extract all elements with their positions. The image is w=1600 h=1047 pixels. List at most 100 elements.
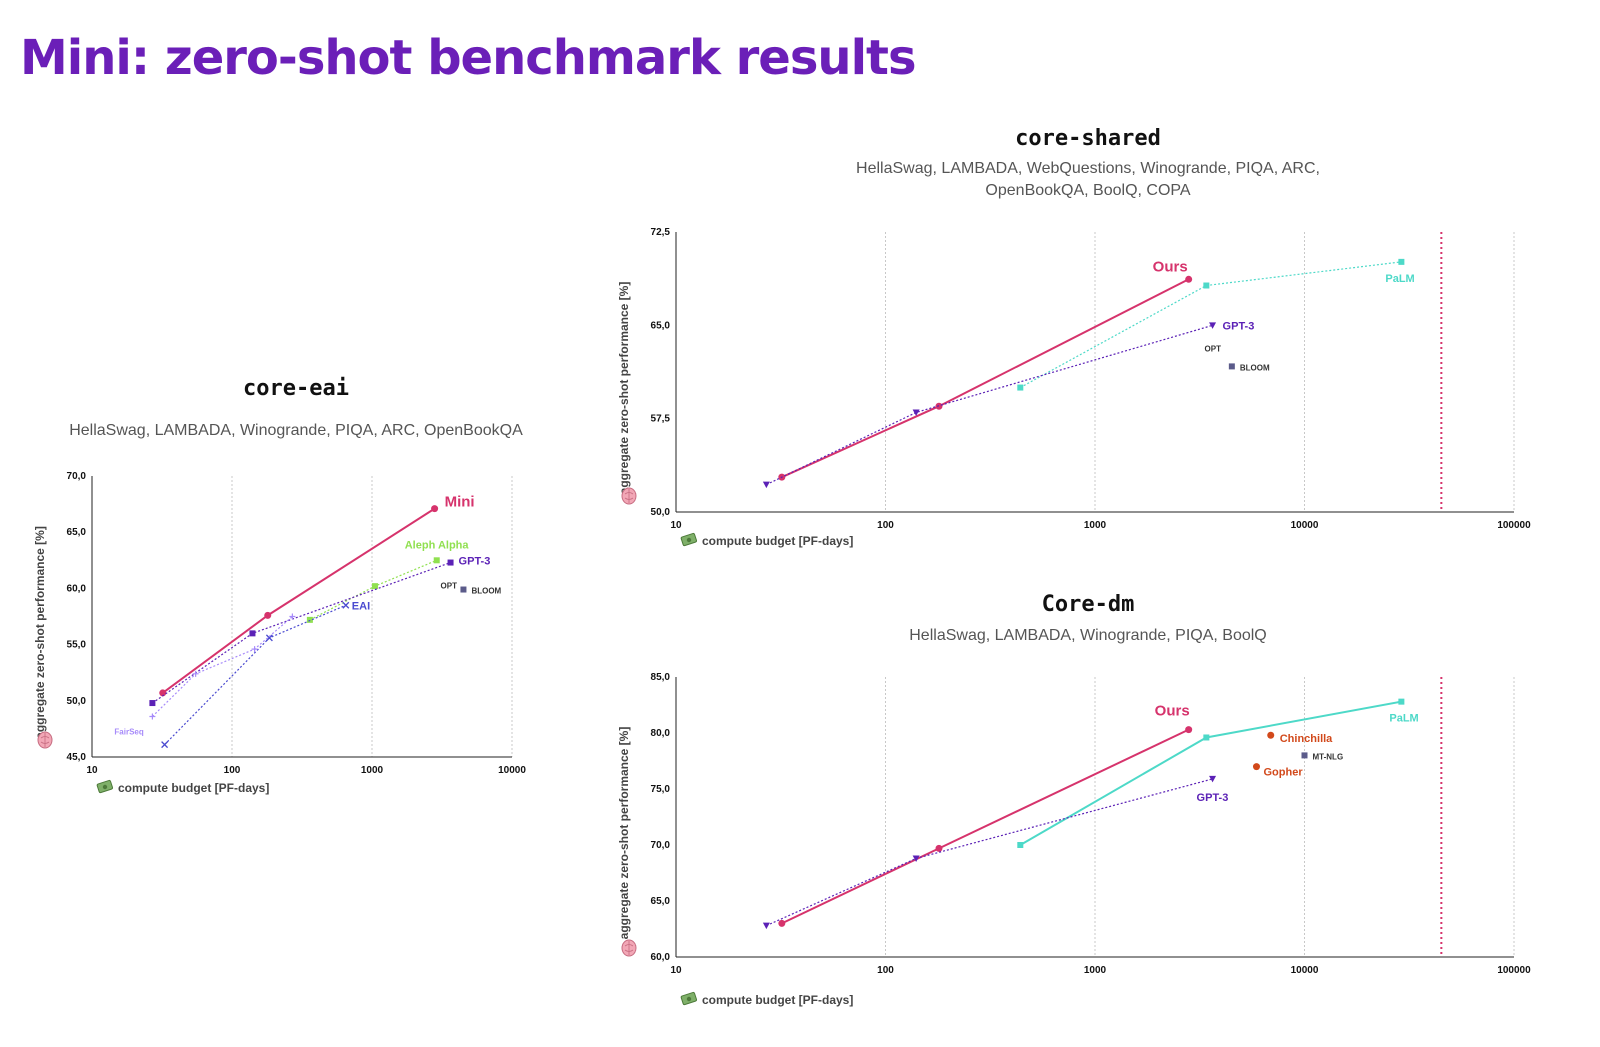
series-label: Aleph Alpha [405, 539, 470, 551]
x-tick-label: 100 [224, 765, 241, 776]
series-label: OPT [441, 582, 458, 591]
y-tick-label: 50,0 [67, 696, 87, 707]
data-point [161, 741, 169, 749]
series-fairseq: FairSeq [114, 613, 296, 737]
data-point [1203, 282, 1210, 289]
x-tick-label: 1000 [361, 765, 384, 776]
x-tick-label: 10 [670, 965, 682, 976]
data-point [289, 613, 296, 620]
data-point [1185, 726, 1193, 734]
data-point [912, 409, 920, 416]
series-ours: Ours [778, 703, 1193, 927]
chart-subtitle-core-shared: HellaSwag, LAMBADA, WebQuestions, Winogr… [788, 158, 1388, 202]
data-point [1017, 384, 1024, 391]
data-point [433, 557, 440, 564]
y-tick-label: 65,0 [651, 896, 671, 907]
series-mt-nlg: MT-NLG [1301, 752, 1343, 761]
series-line [766, 778, 1213, 927]
y-tick-label: 85,0 [651, 672, 671, 683]
series-chinchilla: Chinchilla [1267, 731, 1333, 745]
x-tick-label: 1000 [1084, 520, 1107, 531]
x-tick-label: 10000 [1291, 965, 1319, 976]
data-point [192, 670, 199, 677]
series-line [781, 728, 1190, 925]
x-axis-label: compute budget [PF-days] [702, 993, 853, 1007]
brain-icon [37, 731, 53, 749]
data-point [762, 922, 770, 930]
chart-subtitle-core-shared-line1: HellaSwag, LAMBADA, WebQuestions, Winogr… [856, 160, 1320, 177]
chart-core-shared: 10 100 1000 10000 100000 50,0 57,5 65,0 72,5 comp… [617, 227, 1531, 548]
data-point [1301, 752, 1308, 759]
series-opt: OPT [441, 582, 458, 591]
y-tick-label: 45,0 [67, 752, 87, 763]
data-point [460, 586, 467, 593]
chart-core-dm: 10 100 1000 10000 100000 60,0 65,0 70,0 75,0 80,0… [617, 672, 1531, 1007]
x-axis-label: compute budget [PF-days] [702, 534, 853, 548]
data-point [149, 700, 156, 707]
series-bloom: BLOOM [460, 586, 502, 596]
y-tick-label: 60,0 [651, 952, 671, 963]
y-tick-label: 70,0 [651, 840, 671, 851]
data-point [1398, 698, 1405, 705]
series-label: Ours [1155, 703, 1190, 720]
series-label: PaLM [1389, 713, 1418, 725]
data-point [306, 616, 313, 623]
data-point [762, 481, 770, 489]
series-label: GPT-3 [459, 556, 491, 568]
chart-subtitle-core-dm: HellaSwag, LAMBADA, Winogrande, PIQA, Bo… [909, 627, 1267, 644]
data-point [447, 559, 454, 566]
brain-icon-folds [624, 941, 634, 955]
series-label: EAI [352, 600, 370, 612]
data-point [371, 583, 378, 590]
series-line [151, 616, 293, 717]
y-tick-label: 50,0 [651, 507, 671, 518]
data-point [778, 919, 786, 927]
data-point [1398, 258, 1405, 265]
data-point [265, 634, 273, 642]
series-label: PaLM [1385, 273, 1414, 285]
data-point [1267, 731, 1275, 739]
series-gpt-3: GPT-3 [149, 556, 490, 707]
data-point [251, 646, 258, 653]
chart-core-eai: 10 100 1000 10000 45,0 50,0 55,0 60,0 65,0 70,0 co… [33, 471, 526, 795]
data-point [264, 611, 272, 619]
y-tick-label: 65,0 [67, 527, 87, 538]
y-axis-label: aggregate zero-shot performance [%] [617, 282, 631, 495]
y-tick-label: 60,0 [67, 583, 87, 594]
series-label: BLOOM [1240, 363, 1270, 372]
series-aleph-alpha: Aleph Alpha [306, 539, 470, 623]
series-label: BLOOM [471, 587, 501, 596]
y-tick-label: 75,0 [651, 784, 671, 795]
y-axis-label: aggregate zero-shot performance [%] [33, 526, 47, 739]
series-label: FairSeq [114, 728, 143, 737]
series-palm: PaLM [1017, 698, 1419, 848]
chart-title-core-dm: Core-dm [1041, 592, 1135, 617]
x-axis-label: compute budget [PF-days] [118, 781, 269, 795]
x-tick-label: 10000 [498, 765, 526, 776]
series-label: GPT-3 [1197, 792, 1229, 804]
data-point [1203, 734, 1210, 741]
data-point [149, 713, 156, 720]
money-icon [96, 779, 114, 794]
data-point [159, 689, 167, 697]
x-tick-label: 10 [86, 765, 98, 776]
series-line [766, 324, 1213, 486]
series-label: Gopher [1263, 767, 1303, 779]
series-ours: Ours [778, 258, 1193, 481]
money-icon [680, 532, 698, 547]
series-line [162, 507, 436, 694]
chart-title-core-eai: core-eai [243, 376, 349, 401]
brain-icon [621, 939, 637, 957]
series-line [1019, 700, 1402, 846]
money-icon [680, 991, 698, 1006]
x-tick-label: 100000 [1497, 520, 1531, 531]
data-point [912, 855, 920, 862]
series-label: Mini [445, 494, 475, 511]
y-tick-label: 57,5 [651, 414, 671, 425]
money-icon-dot [686, 537, 692, 543]
data-point [1209, 322, 1217, 329]
series-bloom: BLOOM [1228, 363, 1270, 372]
data-point [1252, 763, 1260, 771]
x-tick-label: 100 [877, 520, 894, 531]
